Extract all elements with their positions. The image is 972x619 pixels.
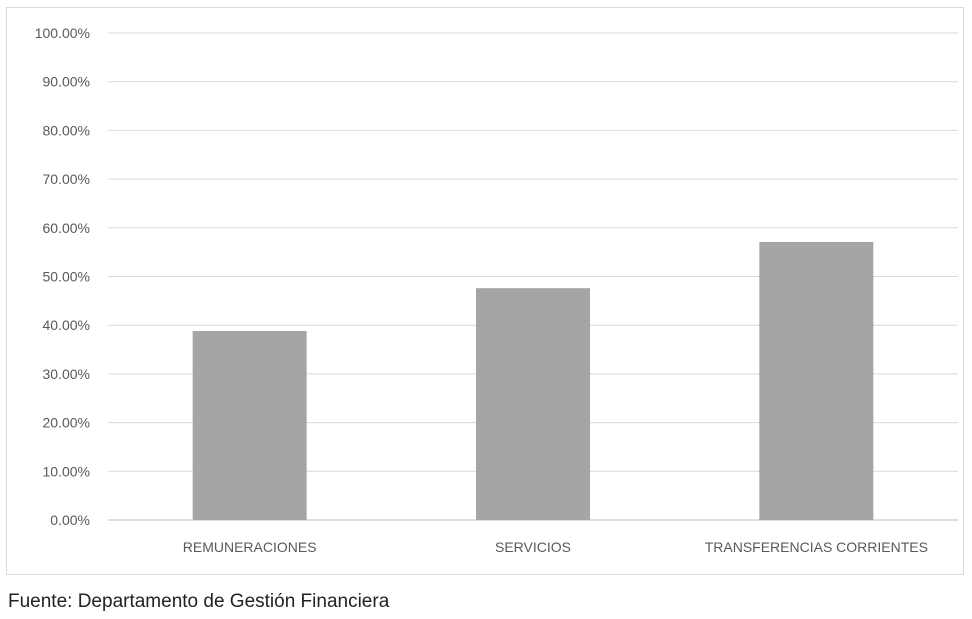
y-tick-label: 10.00% bbox=[43, 463, 90, 479]
bar-remuneraciones bbox=[192, 331, 307, 520]
y-tick-label: 40.00% bbox=[43, 317, 90, 333]
y-tick-label: 0.00% bbox=[50, 512, 90, 528]
x-category-label: TRANSFERENCIAS CORRIENTES bbox=[705, 539, 928, 555]
y-tick-label: 100.00% bbox=[35, 25, 90, 41]
y-tick-label: 50.00% bbox=[43, 269, 90, 285]
y-tick-label: 90.00% bbox=[43, 74, 90, 90]
bar-chart: 0.00% 10.00% 20.00% 30.00% 40.00% 50.00% 60.00… bbox=[35, 25, 958, 555]
y-tick-label: 30.00% bbox=[43, 366, 90, 382]
y-axis-tick-labels: 0.00% 10.00% 20.00% 30.00% 40.00% 50.00% 60.00… bbox=[35, 25, 90, 528]
y-tick-label: 20.00% bbox=[43, 415, 90, 431]
bar-servicios bbox=[476, 288, 590, 520]
x-category-label: REMUNERACIONES bbox=[183, 539, 317, 555]
bars bbox=[192, 241, 874, 520]
x-category-label: SERVICIOS bbox=[495, 539, 571, 555]
source-note: Fuente: Departamento de Gestión Financie… bbox=[8, 591, 390, 612]
x-axis-category-labels: REMUNERACIONES SERVICIOS TRANSFERENCIAS CO… bbox=[183, 539, 928, 555]
y-tick-label: 70.00% bbox=[43, 171, 90, 187]
bar-transferencias-corrientes bbox=[759, 241, 874, 520]
y-tick-label: 60.00% bbox=[43, 220, 90, 236]
y-tick-label: 80.00% bbox=[43, 122, 90, 138]
